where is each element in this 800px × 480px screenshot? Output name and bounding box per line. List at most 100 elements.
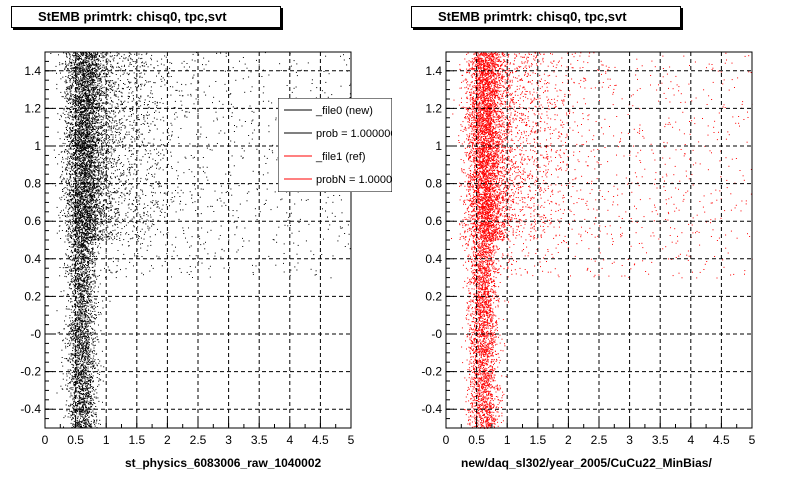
scatter-point — [76, 123, 78, 125]
scatter-point — [97, 209, 98, 210]
scatter-point — [232, 215, 234, 217]
scatter-point — [79, 88, 81, 90]
scatter-point — [120, 222, 122, 224]
scatter-point — [74, 213, 76, 215]
scatter-point — [85, 388, 87, 390]
scatter-point — [87, 171, 89, 172]
scatter-point — [78, 106, 80, 108]
scatter-point — [144, 149, 146, 151]
scatter-point — [89, 123, 91, 125]
scatter-point — [64, 133, 66, 135]
scatter-point — [79, 154, 80, 156]
scatter-point — [85, 147, 86, 148]
scatter-point — [84, 58, 86, 60]
scatter-point — [80, 354, 82, 356]
scatter-point — [84, 378, 86, 380]
scatter-point — [72, 357, 74, 359]
scatter-point — [77, 273, 79, 275]
scatter-point — [100, 238, 102, 240]
scatter-point — [268, 74, 270, 76]
scatter-point — [100, 165, 101, 166]
scatter-point — [83, 216, 85, 218]
scatter-point — [66, 224, 68, 226]
scatter-point — [104, 267, 105, 269]
scatter-point — [92, 237, 94, 239]
scatter-point — [176, 116, 178, 118]
scatter-point — [209, 149, 211, 151]
scatter-point — [98, 202, 100, 204]
scatter-point — [89, 243, 91, 245]
scatter-point — [76, 233, 78, 235]
scatter-point — [130, 219, 132, 221]
scatter-point — [81, 273, 83, 275]
scatter-point — [87, 340, 89, 342]
scatter-point — [106, 68, 108, 70]
scatter-point — [80, 80, 82, 82]
scatter-point — [85, 79, 86, 81]
scatter-point — [111, 72, 113, 74]
scatter-point — [275, 117, 277, 119]
scatter-point — [80, 367, 82, 369]
scatter-point — [111, 166, 113, 168]
scatter-point — [73, 383, 75, 385]
scatter-point — [86, 392, 88, 394]
scatter-point — [88, 119, 90, 121]
scatter-point — [83, 179, 85, 181]
scatter-point — [94, 359, 96, 361]
scatter-point — [95, 144, 97, 146]
scatter-point — [97, 52, 99, 54]
scatter-point — [197, 113, 199, 115]
scatter-point — [64, 358, 66, 359]
scatter-point — [66, 214, 68, 216]
scatter-point — [82, 135, 84, 137]
scatter-point — [70, 381, 72, 383]
scatter-point — [99, 100, 101, 102]
scatter-point — [294, 266, 296, 268]
scatter-point — [95, 229, 97, 231]
scatter-point — [81, 339, 83, 341]
scatter-point — [88, 116, 90, 118]
scatter-point — [67, 359, 69, 361]
scatter-point — [88, 58, 90, 60]
scatter-point — [171, 134, 173, 136]
scatter-point — [82, 293, 84, 295]
scatter-point — [137, 103, 138, 105]
scatter-point — [92, 377, 94, 379]
scatter-point — [80, 127, 82, 129]
scatter-point — [166, 82, 168, 84]
scatter-point — [68, 136, 70, 138]
scatter-point — [71, 243, 73, 245]
scatter-point — [84, 347, 86, 349]
scatter-point — [84, 70, 86, 72]
scatter-point — [155, 200, 157, 202]
scatter-point — [68, 98, 70, 100]
scatter-point — [74, 400, 76, 402]
scatter-point — [78, 153, 80, 155]
scatter-point — [73, 338, 75, 340]
scatter-point — [184, 114, 186, 116]
scatter-point — [106, 90, 108, 92]
scatter-point — [94, 217, 96, 219]
scatter-point — [215, 111, 217, 113]
scatter-point — [95, 112, 97, 114]
scatter-point — [238, 183, 240, 184]
scatter-point — [79, 263, 81, 264]
scatter-point — [76, 383, 77, 385]
scatter-point — [86, 116, 88, 118]
scatter-point — [223, 250, 225, 252]
scatter-point — [82, 206, 84, 208]
scatter-point — [79, 87, 80, 89]
scatter-point — [65, 105, 67, 107]
scatter-point — [347, 224, 349, 226]
scatter-point — [85, 216, 87, 218]
scatter-point — [85, 183, 87, 185]
scatter-point — [67, 238, 69, 240]
scatter-point — [127, 101, 129, 103]
scatter-point — [80, 228, 82, 230]
scatter-point — [85, 269, 86, 271]
scatter-point — [73, 173, 75, 175]
scatter-point — [72, 404, 73, 406]
scatter-point — [74, 210, 76, 212]
scatter-point — [72, 157, 74, 159]
scatter-point — [79, 398, 81, 399]
